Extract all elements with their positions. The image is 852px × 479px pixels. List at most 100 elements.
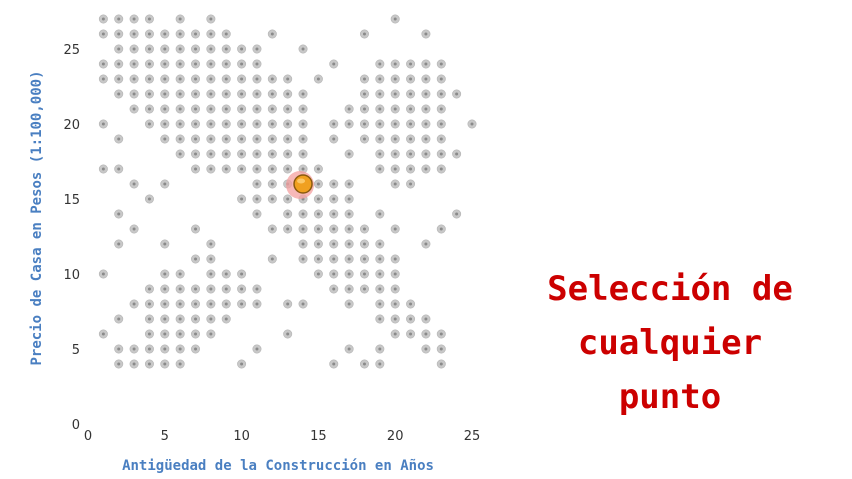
data-point[interactable] — [237, 119, 247, 129]
data-point[interactable] — [252, 209, 262, 219]
data-point[interactable] — [406, 179, 416, 189]
data-point[interactable] — [406, 119, 416, 129]
data-point[interactable] — [98, 119, 108, 129]
data-point[interactable] — [252, 104, 262, 114]
data-point[interactable] — [344, 179, 354, 189]
data-point[interactable] — [221, 134, 231, 144]
data-point[interactable] — [283, 329, 293, 339]
data-point[interactable] — [160, 59, 170, 69]
data-point[interactable] — [344, 254, 354, 264]
data-point[interactable] — [436, 329, 446, 339]
data-point[interactable] — [313, 224, 323, 234]
data-point[interactable] — [114, 44, 124, 54]
data-point[interactable] — [160, 314, 170, 324]
data-point[interactable] — [390, 329, 400, 339]
data-point[interactable] — [129, 299, 139, 309]
data-point[interactable] — [375, 359, 385, 369]
data-point[interactable] — [283, 74, 293, 84]
data-point[interactable] — [283, 194, 293, 204]
data-point[interactable] — [221, 269, 231, 279]
data-point[interactable] — [467, 119, 477, 129]
data-point[interactable] — [144, 74, 154, 84]
data-point[interactable] — [298, 209, 308, 219]
data-point[interactable] — [191, 104, 201, 114]
data-point[interactable] — [191, 74, 201, 84]
data-point[interactable] — [129, 89, 139, 99]
data-point[interactable] — [252, 74, 262, 84]
data-point[interactable] — [390, 14, 400, 24]
data-point[interactable] — [298, 119, 308, 129]
data-point[interactable] — [175, 134, 185, 144]
data-point[interactable] — [144, 314, 154, 324]
data-point[interactable] — [359, 224, 369, 234]
data-point[interactable] — [175, 269, 185, 279]
data-point[interactable] — [375, 254, 385, 264]
data-point[interactable] — [436, 119, 446, 129]
data-point[interactable] — [129, 14, 139, 24]
data-point[interactable] — [160, 344, 170, 354]
data-point[interactable] — [206, 134, 216, 144]
data-point[interactable] — [175, 14, 185, 24]
data-point[interactable] — [252, 344, 262, 354]
data-point[interactable] — [375, 284, 385, 294]
data-point[interactable] — [406, 314, 416, 324]
data-point[interactable] — [329, 179, 339, 189]
data-point[interactable] — [375, 209, 385, 219]
data-point[interactable] — [329, 119, 339, 129]
data-point[interactable] — [421, 149, 431, 159]
data-point[interactable] — [144, 329, 154, 339]
data-point[interactable] — [375, 74, 385, 84]
data-point[interactable] — [390, 89, 400, 99]
data-point[interactable] — [144, 359, 154, 369]
data-point[interactable] — [129, 179, 139, 189]
data-point[interactable] — [221, 44, 231, 54]
data-point[interactable] — [175, 149, 185, 159]
data-point[interactable] — [298, 299, 308, 309]
data-point[interactable] — [344, 224, 354, 234]
data-point[interactable] — [313, 239, 323, 249]
data-point[interactable] — [191, 44, 201, 54]
data-point[interactable] — [359, 89, 369, 99]
data-point[interactable] — [114, 59, 124, 69]
data-point[interactable] — [267, 224, 277, 234]
data-point[interactable] — [160, 29, 170, 39]
data-point[interactable] — [206, 149, 216, 159]
data-point[interactable] — [283, 134, 293, 144]
data-point[interactable] — [160, 74, 170, 84]
data-point[interactable] — [436, 344, 446, 354]
data-point[interactable] — [252, 164, 262, 174]
data-point[interactable] — [191, 224, 201, 234]
data-point[interactable] — [390, 59, 400, 69]
data-point[interactable] — [344, 149, 354, 159]
data-point[interactable] — [267, 29, 277, 39]
data-point[interactable] — [421, 134, 431, 144]
data-point[interactable] — [298, 134, 308, 144]
data-point[interactable] — [114, 89, 124, 99]
data-point[interactable] — [129, 224, 139, 234]
data-point[interactable] — [206, 254, 216, 264]
data-point[interactable] — [175, 104, 185, 114]
data-point[interactable] — [160, 269, 170, 279]
data-point[interactable] — [436, 224, 446, 234]
data-point[interactable] — [313, 74, 323, 84]
data-point[interactable] — [191, 29, 201, 39]
data-point[interactable] — [206, 44, 216, 54]
data-point[interactable] — [206, 29, 216, 39]
data-point[interactable] — [206, 104, 216, 114]
data-point[interactable] — [298, 44, 308, 54]
data-point[interactable] — [375, 134, 385, 144]
data-point[interactable] — [191, 284, 201, 294]
data-point[interactable] — [436, 104, 446, 114]
data-point[interactable] — [160, 359, 170, 369]
data-point[interactable] — [283, 119, 293, 129]
data-point[interactable] — [206, 119, 216, 129]
data-point[interactable] — [191, 254, 201, 264]
data-point[interactable] — [406, 74, 416, 84]
data-point[interactable] — [237, 269, 247, 279]
data-point[interactable] — [390, 74, 400, 84]
data-point[interactable] — [252, 284, 262, 294]
data-point[interactable] — [221, 29, 231, 39]
data-point[interactable] — [206, 89, 216, 99]
data-point[interactable] — [375, 269, 385, 279]
data-point[interactable] — [221, 284, 231, 294]
